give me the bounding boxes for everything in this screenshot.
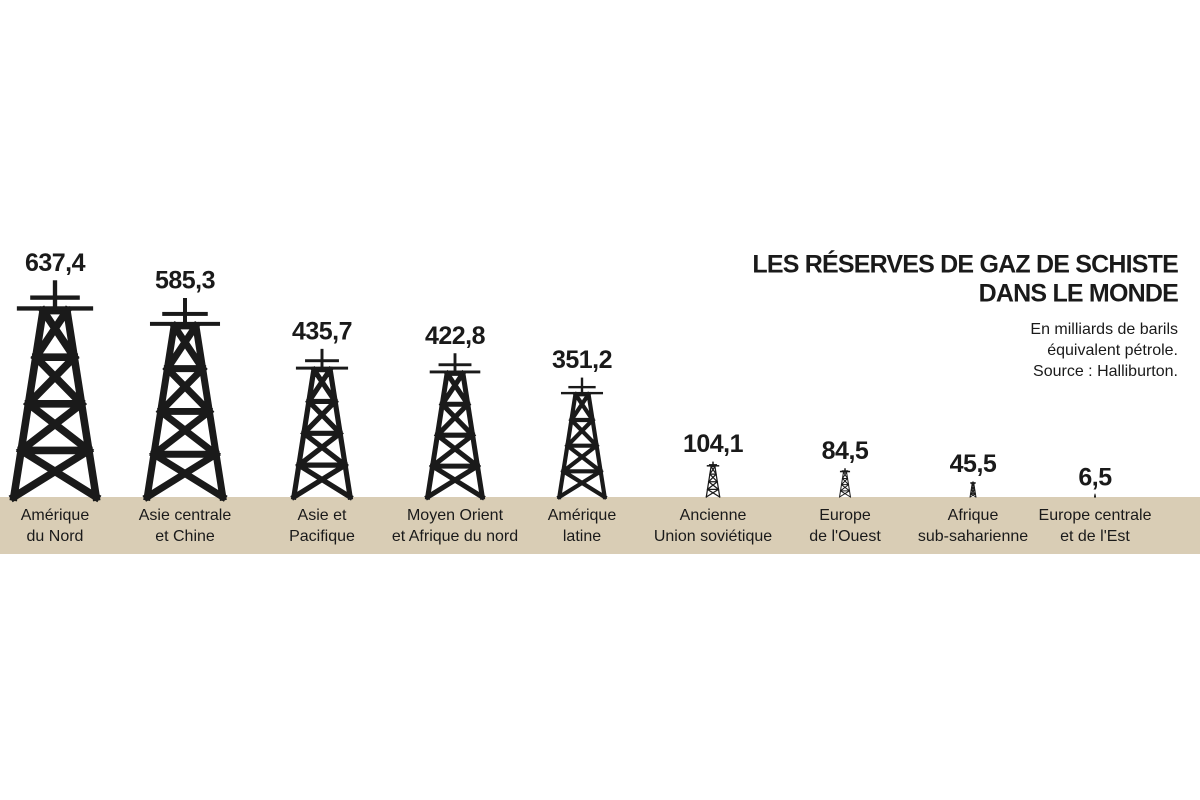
derrick: [424, 353, 486, 501]
derrick: [290, 348, 354, 501]
subtitle: En milliards de barils: [1030, 321, 1178, 338]
subtitle: équivalent pétrole.: [1047, 342, 1178, 359]
category-label: Afrique: [948, 507, 999, 524]
category-label: de l'Ouest: [809, 528, 881, 545]
category-label: Moyen Orient: [407, 507, 504, 524]
derrick-crown: [1094, 494, 1096, 497]
category-label: sub-saharienne: [918, 528, 1028, 545]
derrick-mast: [320, 348, 324, 370]
value-label: 435,7: [292, 317, 352, 345]
derrick-mast: [183, 297, 187, 326]
category-label: Ancienne: [680, 507, 747, 524]
derrick: [8, 280, 102, 503]
category-label: Pacifique: [289, 528, 355, 545]
derrick: [556, 377, 608, 500]
value-label: 45,5: [950, 450, 997, 478]
chart-title: LES RÉSERVES DE GAZ DE SCHISTE: [752, 250, 1178, 279]
derrick: [705, 461, 721, 498]
category-label: et Afrique du nord: [392, 528, 518, 545]
derrick-platform: [1094, 493, 1096, 496]
value-label: 104,1: [683, 430, 744, 458]
category-label: du Nord: [27, 528, 84, 545]
derrick: [969, 481, 977, 498]
value-label: 84,5: [822, 437, 869, 465]
category-label: latine: [563, 528, 601, 545]
chart-title: DANS LE MONDE: [979, 280, 1178, 308]
category-label: Asie et: [298, 507, 347, 524]
derrick: [838, 468, 852, 498]
derrick-mast: [972, 481, 974, 484]
derrick-mast: [712, 461, 714, 467]
value-label: 637,4: [25, 249, 86, 277]
value-label: 6,5: [1078, 463, 1112, 491]
value-label: 351,2: [552, 346, 612, 374]
derrick: [142, 297, 228, 502]
category-label: Asie centrale: [139, 507, 232, 524]
category-label: et de l'Est: [1060, 528, 1130, 545]
category-label: Europe centrale: [1039, 507, 1152, 524]
ground-band: [0, 497, 1200, 554]
category-label: et Chine: [155, 528, 215, 545]
derrick-mast: [52, 280, 58, 311]
category-label: Europe: [819, 507, 871, 524]
category-label: Amérique: [548, 507, 617, 524]
derrick-mast: [580, 377, 584, 395]
value-label: 422,8: [425, 322, 486, 350]
source: Source : Halliburton.: [1033, 363, 1178, 380]
category-label: Union soviétique: [654, 528, 772, 545]
derrick: [1093, 493, 1097, 498]
category-label: Amérique: [21, 507, 90, 524]
value-label: 585,3: [155, 267, 215, 295]
derrick-mast: [453, 353, 457, 374]
derrick-mast: [844, 468, 846, 473]
